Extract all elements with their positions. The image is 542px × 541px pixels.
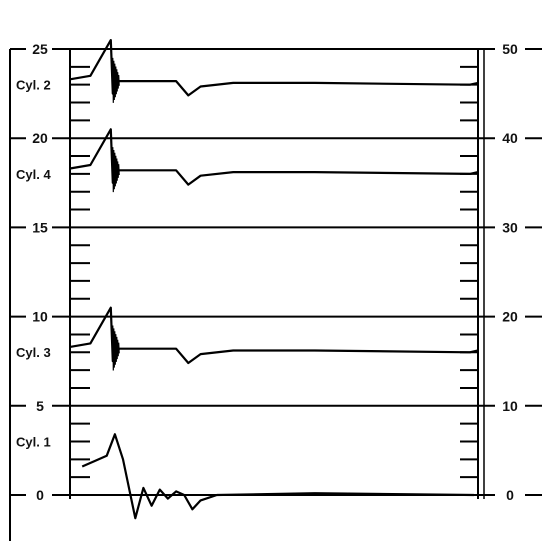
right-tick-label-bg: [495, 40, 525, 58]
series-line-cyl-2: [69, 38, 479, 97]
left-tick-label-bg: [26, 307, 52, 326]
right-tick-label-bg: [495, 307, 525, 326]
right-tick-label: 40: [502, 130, 518, 146]
band-label: Cyl. 2: [16, 78, 51, 93]
series-lines: [69, 38, 479, 520]
series-line-cyl-3: [69, 306, 479, 365]
left-tick-label-bg: [26, 396, 52, 415]
series-line-cyl-1: [81, 433, 474, 520]
right-tick-label: 20: [502, 309, 518, 325]
right-tick-label-bg: [495, 218, 525, 237]
left-tick-label: 20: [32, 130, 48, 146]
chart-frame: [9, 48, 542, 541]
right-tick-label: 10: [502, 398, 518, 414]
series-ringing: [112, 147, 120, 193]
left-tick-label-bg: [26, 486, 52, 504]
left-tick-label: 0: [36, 487, 44, 503]
right-tick-label-bg: [495, 129, 525, 148]
right-tick-label: 50: [502, 41, 518, 57]
right-tick-label-bg: [495, 396, 525, 415]
series-ringing: [112, 57, 120, 103]
labels: 0 0 5 10 10 20 15 30 20 40 25 50 Cyl. 2 Cyl. 4 Cyl. 3 C…: [16, 40, 525, 504]
band-label: Cyl. 4: [16, 167, 51, 182]
series-line-cyl-4: [69, 128, 479, 186]
left-tick-label: 25: [32, 41, 48, 57]
right-tick-label: 0: [506, 487, 514, 503]
left-tick-label: 10: [32, 309, 48, 325]
left-tick-label-bg: [26, 129, 52, 148]
left-tick-label: 5: [36, 398, 44, 414]
band-label: Cyl. 1: [16, 434, 51, 449]
band-label: Cyl. 3: [16, 345, 51, 360]
left-tick-label: 15: [32, 219, 48, 235]
ticks: [70, 65, 478, 479]
left-tick-label-bg: [26, 40, 52, 58]
series-ringing: [112, 325, 120, 371]
right-tick-label-bg: [495, 486, 525, 504]
right-tick-label: 30: [502, 219, 518, 235]
left-tick-label-bg: [26, 218, 52, 237]
